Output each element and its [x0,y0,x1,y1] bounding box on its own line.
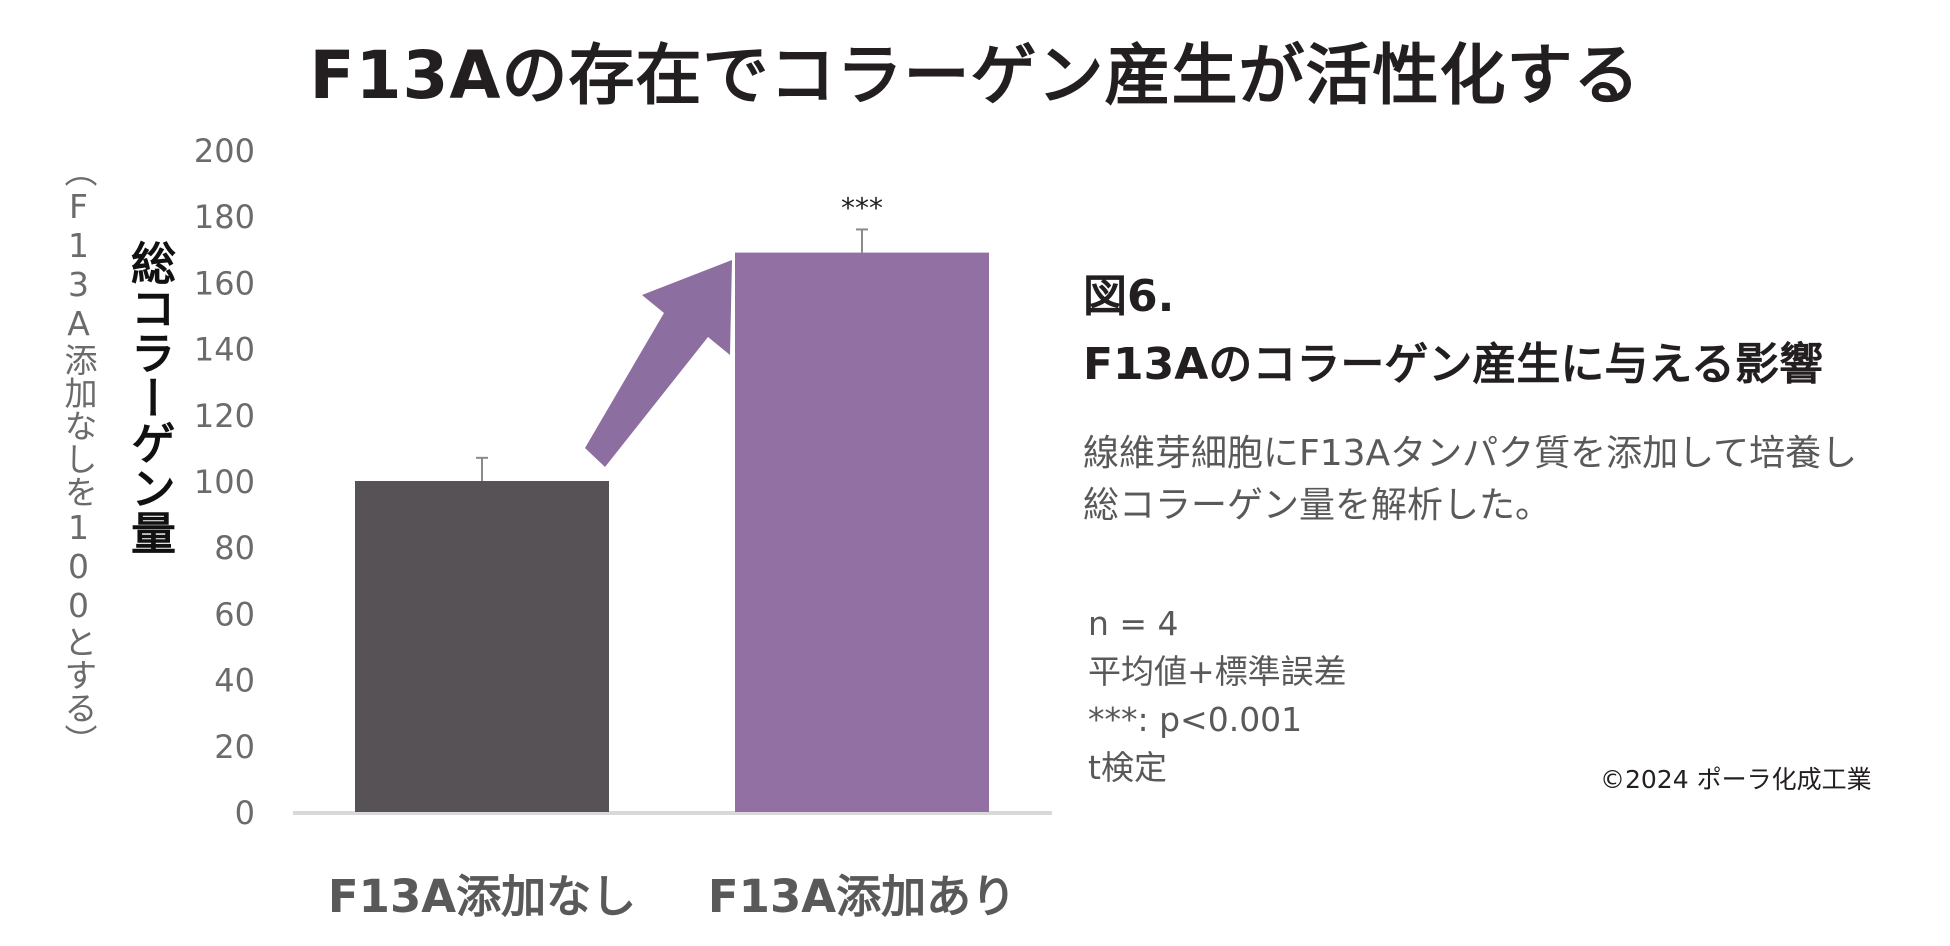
note-test: t検定 [1088,747,1167,787]
note-sample-size: n = 4 [1088,604,1179,643]
y-tick-label: 180 [194,198,255,236]
increase-arrow [585,260,732,467]
y-tick-label: 40 [214,662,255,700]
x-category-label: F13A添加なし [328,870,636,923]
x-category-label: F13A添加あり [708,870,1016,923]
y-tick-label: 80 [214,529,255,567]
copyright: ©2024 ポーラ化成工業 [1600,765,1872,794]
figure-description: 線維芽細胞にF13Aタンパク質を添加して培養し 総コラーゲン量を解析した。 [1083,428,1903,532]
statistics-notes: n = 4 平均値+標準誤差 ***: p<0.001 t検定 [1088,600,1347,791]
chart-title: F13Aの存在でコラーゲン産生が活性化する [309,37,1641,114]
description-line: 線維芽細胞にF13Aタンパク質を添加して培養し [1083,433,1858,474]
y-tick-label: 100 [194,463,255,501]
note-significance: ***: p<0.001 [1088,699,1303,739]
significance-marker: *** [841,191,883,224]
y-tick-label: 140 [194,331,255,369]
description-line: 総コラーゲン量を解析した。 [1083,485,1552,527]
bar-chart: 0 20 40 60 80 100 120 140 160 180 200 F13A添加なし *** F1… [194,132,1052,923]
note-error-type: 平均値+標準誤差 [1088,651,1347,691]
y-tick-label: 120 [194,397,255,435]
y-axis-unit-label: （F13A添加なしを100とする） [59,153,98,757]
figure-caption: F13Aのコラーゲン産生に与える影響 [1083,339,1824,390]
y-tick-label: 160 [194,264,255,302]
y-tick-label: 0 [235,794,255,832]
y-axis-label: 総コラーゲン量 [123,240,176,555]
y-tick-label: 200 [194,132,255,170]
bar-2 [735,252,989,813]
bar-1 [355,481,609,812]
y-tick-label: 60 [214,595,255,633]
y-tick-label: 20 [214,728,255,766]
figure-number: 図6. [1083,271,1175,322]
